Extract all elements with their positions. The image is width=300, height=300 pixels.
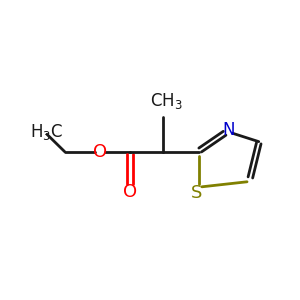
Text: O: O xyxy=(123,183,137,201)
Text: S: S xyxy=(191,184,202,202)
Text: O: O xyxy=(93,143,107,161)
Text: $\mathregular{H_3C}$: $\mathregular{H_3C}$ xyxy=(29,122,63,142)
Text: N: N xyxy=(222,121,235,139)
Text: $\mathregular{CH_3}$: $\mathregular{CH_3}$ xyxy=(150,91,182,110)
